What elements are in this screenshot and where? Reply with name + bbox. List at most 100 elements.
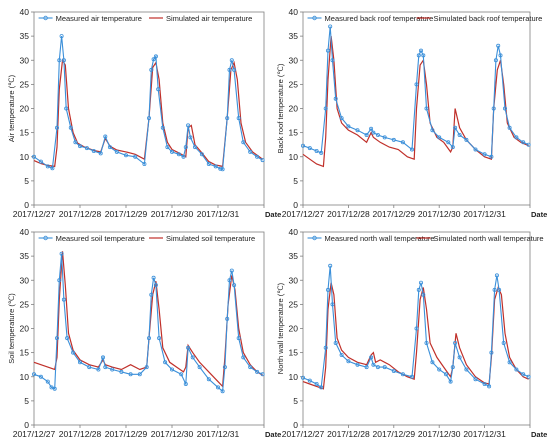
- wall-measured-point: [319, 385, 324, 390]
- air-measured-point: [232, 67, 237, 72]
- soil-measured-point: [186, 345, 191, 350]
- y-tick-label: 40: [289, 7, 299, 17]
- soil-measured-point: [153, 283, 158, 288]
- x-tick-label: 2017/12/31: [463, 429, 506, 439]
- roof-measured-point: [416, 53, 421, 58]
- roof-measured-point: [409, 147, 414, 152]
- x-tick-label: 2017/12/28: [327, 209, 370, 219]
- roof-measured-point: [446, 140, 451, 145]
- roof-measured-point: [300, 143, 305, 148]
- soil-measured-point: [55, 336, 60, 341]
- air-measured-point: [181, 154, 186, 159]
- y-tick-label: 35: [20, 251, 30, 261]
- air-measured-point: [73, 140, 78, 145]
- x-tick-label: 2017/12/31: [197, 429, 240, 439]
- soil-measured-point: [169, 367, 174, 372]
- wall-measured-point: [430, 360, 435, 365]
- air-measured-point: [192, 145, 197, 150]
- y-tick-label: 15: [20, 128, 30, 138]
- y-tick-label: 10: [20, 372, 30, 382]
- air-measured-point: [124, 153, 129, 158]
- roof-measured-point: [330, 58, 335, 63]
- air-measured-point: [151, 57, 156, 62]
- soil-measured-point: [128, 372, 133, 377]
- x-tick-label: 2017/12/28: [327, 429, 370, 439]
- y-tick-label: 10: [289, 372, 299, 382]
- soil-measured-point: [78, 360, 83, 365]
- roof-measured-point: [333, 96, 338, 101]
- air-measured-point: [57, 58, 62, 63]
- roof-measured-point: [491, 106, 496, 111]
- wall-measured-point: [514, 367, 519, 372]
- y-tick-label: 15: [289, 128, 299, 138]
- air-measured-point: [248, 149, 253, 154]
- roof-measured-point: [375, 132, 380, 137]
- roof-measured-point: [424, 106, 429, 111]
- y-tick-label: 20: [20, 324, 30, 334]
- roof-measured-point: [414, 82, 419, 87]
- roof-series-measured-line: [302, 26, 529, 158]
- soil-measured-point: [146, 336, 151, 341]
- soil-measured-point: [110, 367, 115, 372]
- air-measured-point: [176, 152, 181, 157]
- air-measured-point: [227, 67, 232, 72]
- soil-measured-point: [225, 316, 230, 321]
- wall-measured-point: [421, 292, 426, 297]
- wall-measured-point: [364, 365, 369, 370]
- soil-measured-point: [61, 297, 66, 302]
- y-axis-title: North wall temperature (℃): [276, 282, 285, 374]
- air-measured-point: [241, 140, 246, 145]
- y-tick-label: 35: [289, 251, 299, 261]
- roof-measured-point: [514, 135, 519, 140]
- wall-measured-point: [339, 352, 344, 357]
- soil-measured-point: [229, 268, 234, 273]
- soil-measured-point: [32, 372, 37, 377]
- roof-measured-point: [437, 135, 442, 140]
- soil-measured-point: [96, 367, 101, 372]
- legend-measured-marker: [43, 15, 48, 21]
- air-measured-point: [142, 161, 147, 166]
- legend-measured-marker: [312, 235, 317, 241]
- air-measured-point: [213, 164, 218, 169]
- wall-measured-point: [501, 340, 506, 345]
- wall-measured-point: [391, 368, 396, 373]
- soil-measured-point: [197, 365, 202, 370]
- roof-measured-point: [493, 58, 498, 63]
- x-tick-label: 2017/12/30: [151, 429, 194, 439]
- air-measured-point: [183, 145, 188, 150]
- roof-measured-point: [323, 106, 328, 111]
- legend-measured-marker: [312, 15, 317, 21]
- y-tick-label: 5: [24, 396, 29, 406]
- soil-measured-point: [236, 336, 241, 341]
- soil-measured-point: [232, 283, 237, 288]
- wall-measured-point: [473, 377, 478, 382]
- y-tick-label: 20: [20, 104, 30, 114]
- air-measured-point: [68, 125, 73, 130]
- roof-measured-point: [526, 142, 531, 147]
- soil-measured-point: [49, 385, 54, 390]
- soil-measured-point: [190, 355, 195, 360]
- wall-measured-point: [497, 287, 502, 292]
- y-tick-label: 35: [289, 31, 299, 41]
- wall-measured-point: [464, 367, 469, 372]
- roof-measured-point: [498, 53, 503, 58]
- soil-measured-point: [163, 360, 168, 365]
- y-tick-label: 0: [24, 420, 29, 430]
- air-measured-point: [32, 154, 37, 159]
- soil-measured-point: [220, 389, 225, 394]
- x-tick-label: 2017/12/27: [13, 209, 56, 219]
- x-tick-label: 2017/12/29: [105, 209, 148, 219]
- wall-measured-point: [418, 280, 423, 285]
- y-tick-label: 30: [289, 55, 299, 65]
- roof-measured-point: [496, 43, 501, 48]
- soil-series-measured-line: [33, 253, 263, 393]
- air-measured-point: [206, 161, 211, 166]
- soil-measured-point: [57, 278, 62, 283]
- air-measured-point: [165, 145, 170, 150]
- roof-measured-point: [418, 48, 423, 53]
- x-tick-label: 2017/12/30: [151, 209, 194, 219]
